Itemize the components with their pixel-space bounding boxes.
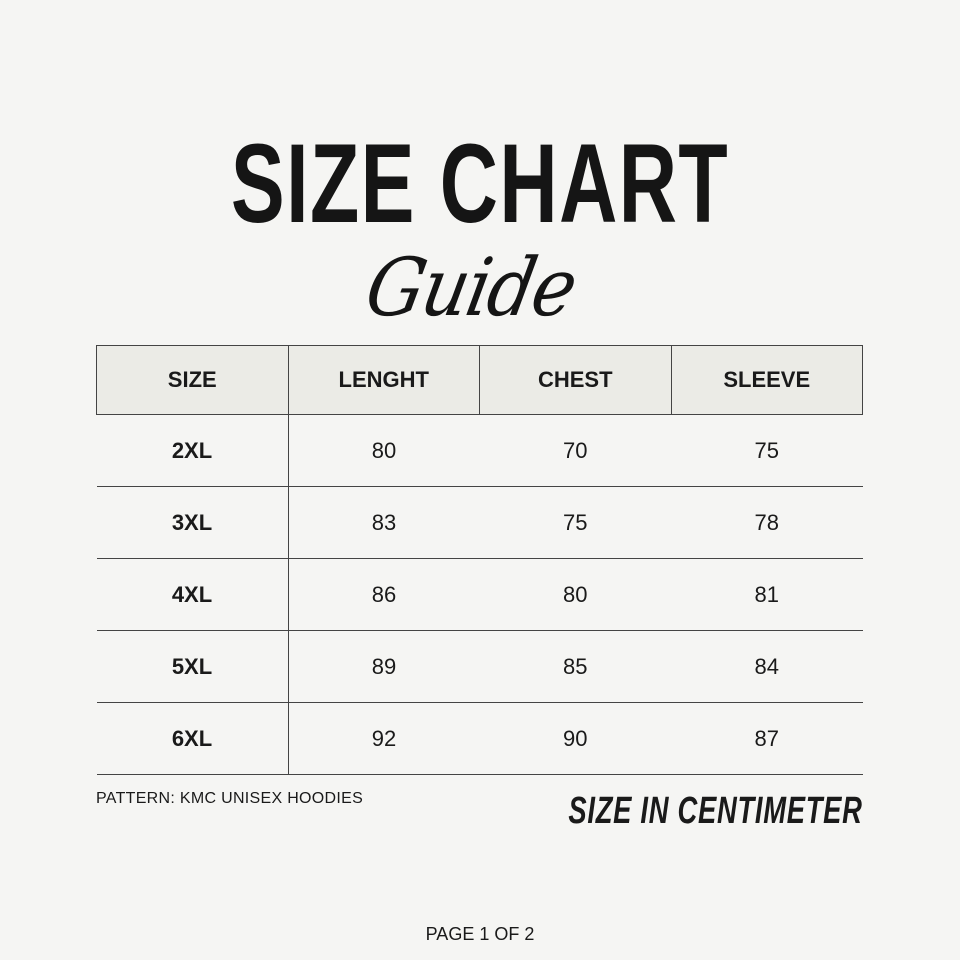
table-header-row: SIZE LENGHT CHEST SLEEVE [96, 345, 863, 415]
table-row: 3XL 83 75 78 [96, 486, 863, 559]
size-table: SIZE LENGHT CHEST SLEEVE 2XL 80 70 75 3XL 83 7… [96, 345, 863, 775]
value-cell: 84 [671, 630, 863, 703]
header-length: LENGHT [287, 345, 480, 415]
value-cell: 86 [288, 558, 480, 631]
table-row: 2XL 80 70 75 [96, 414, 863, 487]
value-cell: 80 [288, 414, 480, 487]
size-cell: 6XL [96, 702, 289, 775]
value-cell: 70 [479, 414, 671, 487]
value-cell: 87 [671, 702, 863, 775]
page-subtitle: Guide [358, 241, 584, 334]
value-cell: 90 [479, 702, 671, 775]
value-cell: 78 [671, 486, 863, 559]
value-cell: 85 [479, 630, 671, 703]
pattern-label: PATTERN: KMC UNISEX HOODIES [96, 790, 364, 807]
header-sleeve: SLEEVE [670, 345, 863, 415]
table-row: 6XL 92 90 87 [96, 702, 863, 775]
page-number: PAGE 1 OF 2 [425, 924, 535, 944]
table-body: 2XL 80 70 75 3XL 83 75 78 4XL 86 80 81 5XL 89 85 84 6XL 9… [96, 414, 863, 775]
value-cell: 75 [671, 414, 863, 487]
size-cell: 5XL [96, 630, 289, 703]
size-cell: 4XL [96, 558, 289, 631]
value-cell: 80 [479, 558, 671, 631]
table-row: 4XL 86 80 81 [96, 558, 863, 631]
unit-note: SIZE IN CENTIMETER [568, 790, 863, 832]
header-size: SIZE [96, 345, 289, 415]
page-title: SIZE CHART [230, 121, 730, 246]
size-cell: 3XL [96, 486, 289, 559]
value-cell: 81 [671, 558, 863, 631]
value-cell: 75 [479, 486, 671, 559]
table-row: 5XL 89 85 84 [96, 630, 863, 703]
size-cell: 2XL [96, 414, 289, 487]
value-cell: 89 [288, 630, 480, 703]
header-chest: CHEST [479, 345, 672, 415]
value-cell: 83 [288, 486, 480, 559]
value-cell: 92 [288, 702, 480, 775]
